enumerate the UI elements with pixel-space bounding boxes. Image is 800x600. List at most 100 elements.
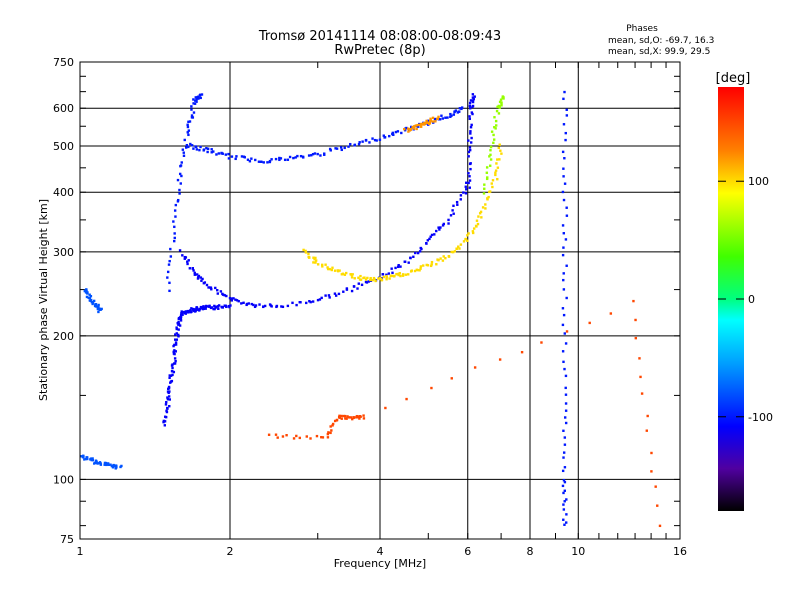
echo-point [172,344,175,348]
echo-point [563,523,566,526]
echo-point [104,463,108,467]
echo-point [263,304,267,308]
y-tick-label: 100 [53,473,74,486]
echo-point [441,259,445,262]
echo-point [177,316,181,320]
echo-point [195,98,198,101]
echo-point [452,204,455,207]
echo-point [489,149,492,152]
echo-point [444,116,447,119]
echo-point [367,280,370,283]
echo-point [299,301,302,304]
echo-point [419,265,423,268]
echo-point [349,416,353,419]
series-spread-f-echoes [166,93,204,293]
echo-point [320,296,323,300]
echo-point [200,279,203,282]
series-scattered-echoes [267,299,662,528]
echo-point [91,301,95,304]
echo-point [428,121,432,124]
echo-point [335,147,339,150]
echo-point [166,396,169,399]
echo-point [365,281,369,284]
echo-point [486,176,489,179]
echo-point [638,357,641,360]
echo-point [210,288,213,291]
echo-point [186,123,189,126]
echo-point [450,250,453,254]
echo-point [490,182,493,185]
echo-point [564,138,567,142]
echo-point [562,503,565,506]
echo-point [199,305,203,309]
echo-point [192,147,195,150]
echo-point [96,307,100,311]
echo-point [225,294,228,298]
echo-point [91,302,94,306]
echo-point [173,357,177,360]
echo-point [358,417,361,420]
series-low-frequency-echoes [83,288,103,314]
echo-point [429,119,432,122]
echo-point [243,156,246,159]
echo-point [564,342,568,345]
echo-point [486,197,489,200]
echo-point [498,158,501,161]
echo-point [173,338,177,341]
echo-point [168,374,171,377]
echo-point [328,147,332,151]
echo-point [407,130,410,133]
echo-point [464,192,468,195]
echo-point [179,182,182,185]
echo-point [500,104,503,107]
echo-point [357,282,360,285]
echo-point [350,273,353,277]
echo-point [166,390,170,393]
echo-point [302,156,305,159]
echo-point [204,307,207,310]
echo-point [321,436,325,439]
echo-point [495,124,498,127]
echo-point [401,274,405,277]
echo-point [481,206,485,209]
echo-point [178,172,182,176]
echo-point [227,304,231,308]
echo-point [95,460,98,464]
echo-point [496,158,499,161]
echo-point [82,455,85,458]
echo-point [197,95,200,98]
echo-point [634,318,637,322]
echo-point [278,156,281,160]
echo-point [494,171,497,174]
echo-point [223,294,226,297]
echo-point [96,462,99,465]
echo-point [565,521,568,524]
x-tick-label: 1 [77,545,84,558]
echo-point [266,161,269,164]
echo-point [416,251,420,255]
series-interference-9-4-mhz [561,90,569,526]
echo-point [219,290,223,293]
echo-point [562,313,566,317]
echo-point [187,311,190,314]
echo-point [181,254,184,257]
echo-point [86,457,89,461]
echo-point [364,138,368,142]
echo-point [380,278,384,282]
echo-point [359,415,362,418]
echo-point [650,451,653,455]
echo-point [167,387,170,391]
echo-point [294,156,297,159]
echo-point [399,274,402,278]
echo-point [235,155,238,158]
echo-point [562,97,565,101]
echo-point [494,127,497,130]
echo-point [441,117,444,120]
echo-point [446,116,449,119]
echo-point [195,273,199,276]
stats-line-o: mean, sd,O: -69.7, 16.3 [608,36,714,46]
echo-point [565,206,568,209]
echo-point [469,126,473,129]
echo-point [216,288,219,292]
echo-point [170,379,174,383]
